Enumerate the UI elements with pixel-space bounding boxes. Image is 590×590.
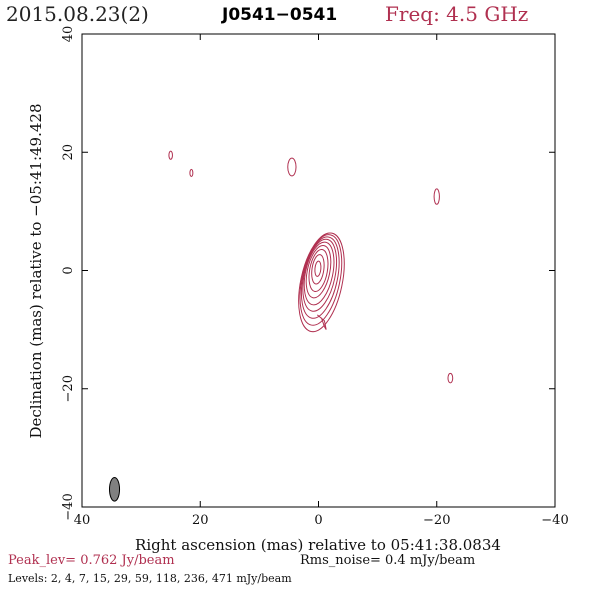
isolated-component-contour [168, 150, 173, 160]
beam-ellipse-group [108, 476, 121, 502]
y-tick-label: −40 [61, 493, 76, 520]
isolated-components [168, 150, 454, 384]
core-contour-level-8 [311, 254, 325, 285]
core-contour-level-9 [314, 260, 322, 277]
y-tick-label: 40 [61, 26, 76, 43]
x-tick-label: 40 [74, 513, 91, 528]
observation-date: 2015.08.23(2) [6, 2, 149, 26]
core-contour-level-2 [299, 234, 343, 326]
x-tick-label: 20 [192, 513, 209, 528]
x-tick-label: −20 [423, 513, 450, 528]
core-contour-level-7 [308, 248, 329, 293]
beam-ellipse [108, 476, 121, 502]
y-tick-label: −20 [61, 375, 76, 402]
y-tick-label: 20 [61, 144, 76, 161]
source-name: J0541−0541 [222, 5, 338, 25]
core-contour-level-4 [302, 238, 338, 312]
core-contour-level-3 [300, 236, 340, 319]
x-tick-label: 0 [314, 513, 322, 528]
frequency-label: Freq: 4.5 GHz [385, 2, 529, 26]
axis-ticks [81, 33, 556, 508]
y-axis-label: Declination (mas) relative to −05:41:49.… [27, 103, 45, 438]
core-contour-level-6 [305, 245, 332, 299]
isolated-component-contour [433, 188, 440, 205]
core-contour-level-5 [303, 241, 335, 306]
isolated-component-contour [287, 157, 297, 177]
y-tick-label: 0 [61, 266, 76, 274]
isolated-component-contour [447, 372, 454, 384]
isolated-component-contour [189, 168, 194, 177]
peak-level: Peak_lev= 0.762 Jy/beam [8, 553, 175, 568]
plot-frame [81, 33, 556, 508]
contour-levels: Levels: 2, 4, 7, 15, 29, 59, 118, 236, 4… [8, 572, 292, 585]
rms-noise: Rms_noise= 0.4 mJy/beam [300, 553, 476, 568]
axis-tick-labels: 40 20 0 −20 −40 −40 −20 0 20 40 [61, 26, 569, 528]
core-contour-level-1 [298, 232, 345, 333]
x-tick-label: −40 [541, 513, 568, 528]
core-extension-contour [316, 314, 327, 330]
x-axis-label: Right ascension (mas) relative to 05:41:… [135, 536, 501, 554]
contour-lines [298, 232, 345, 333]
